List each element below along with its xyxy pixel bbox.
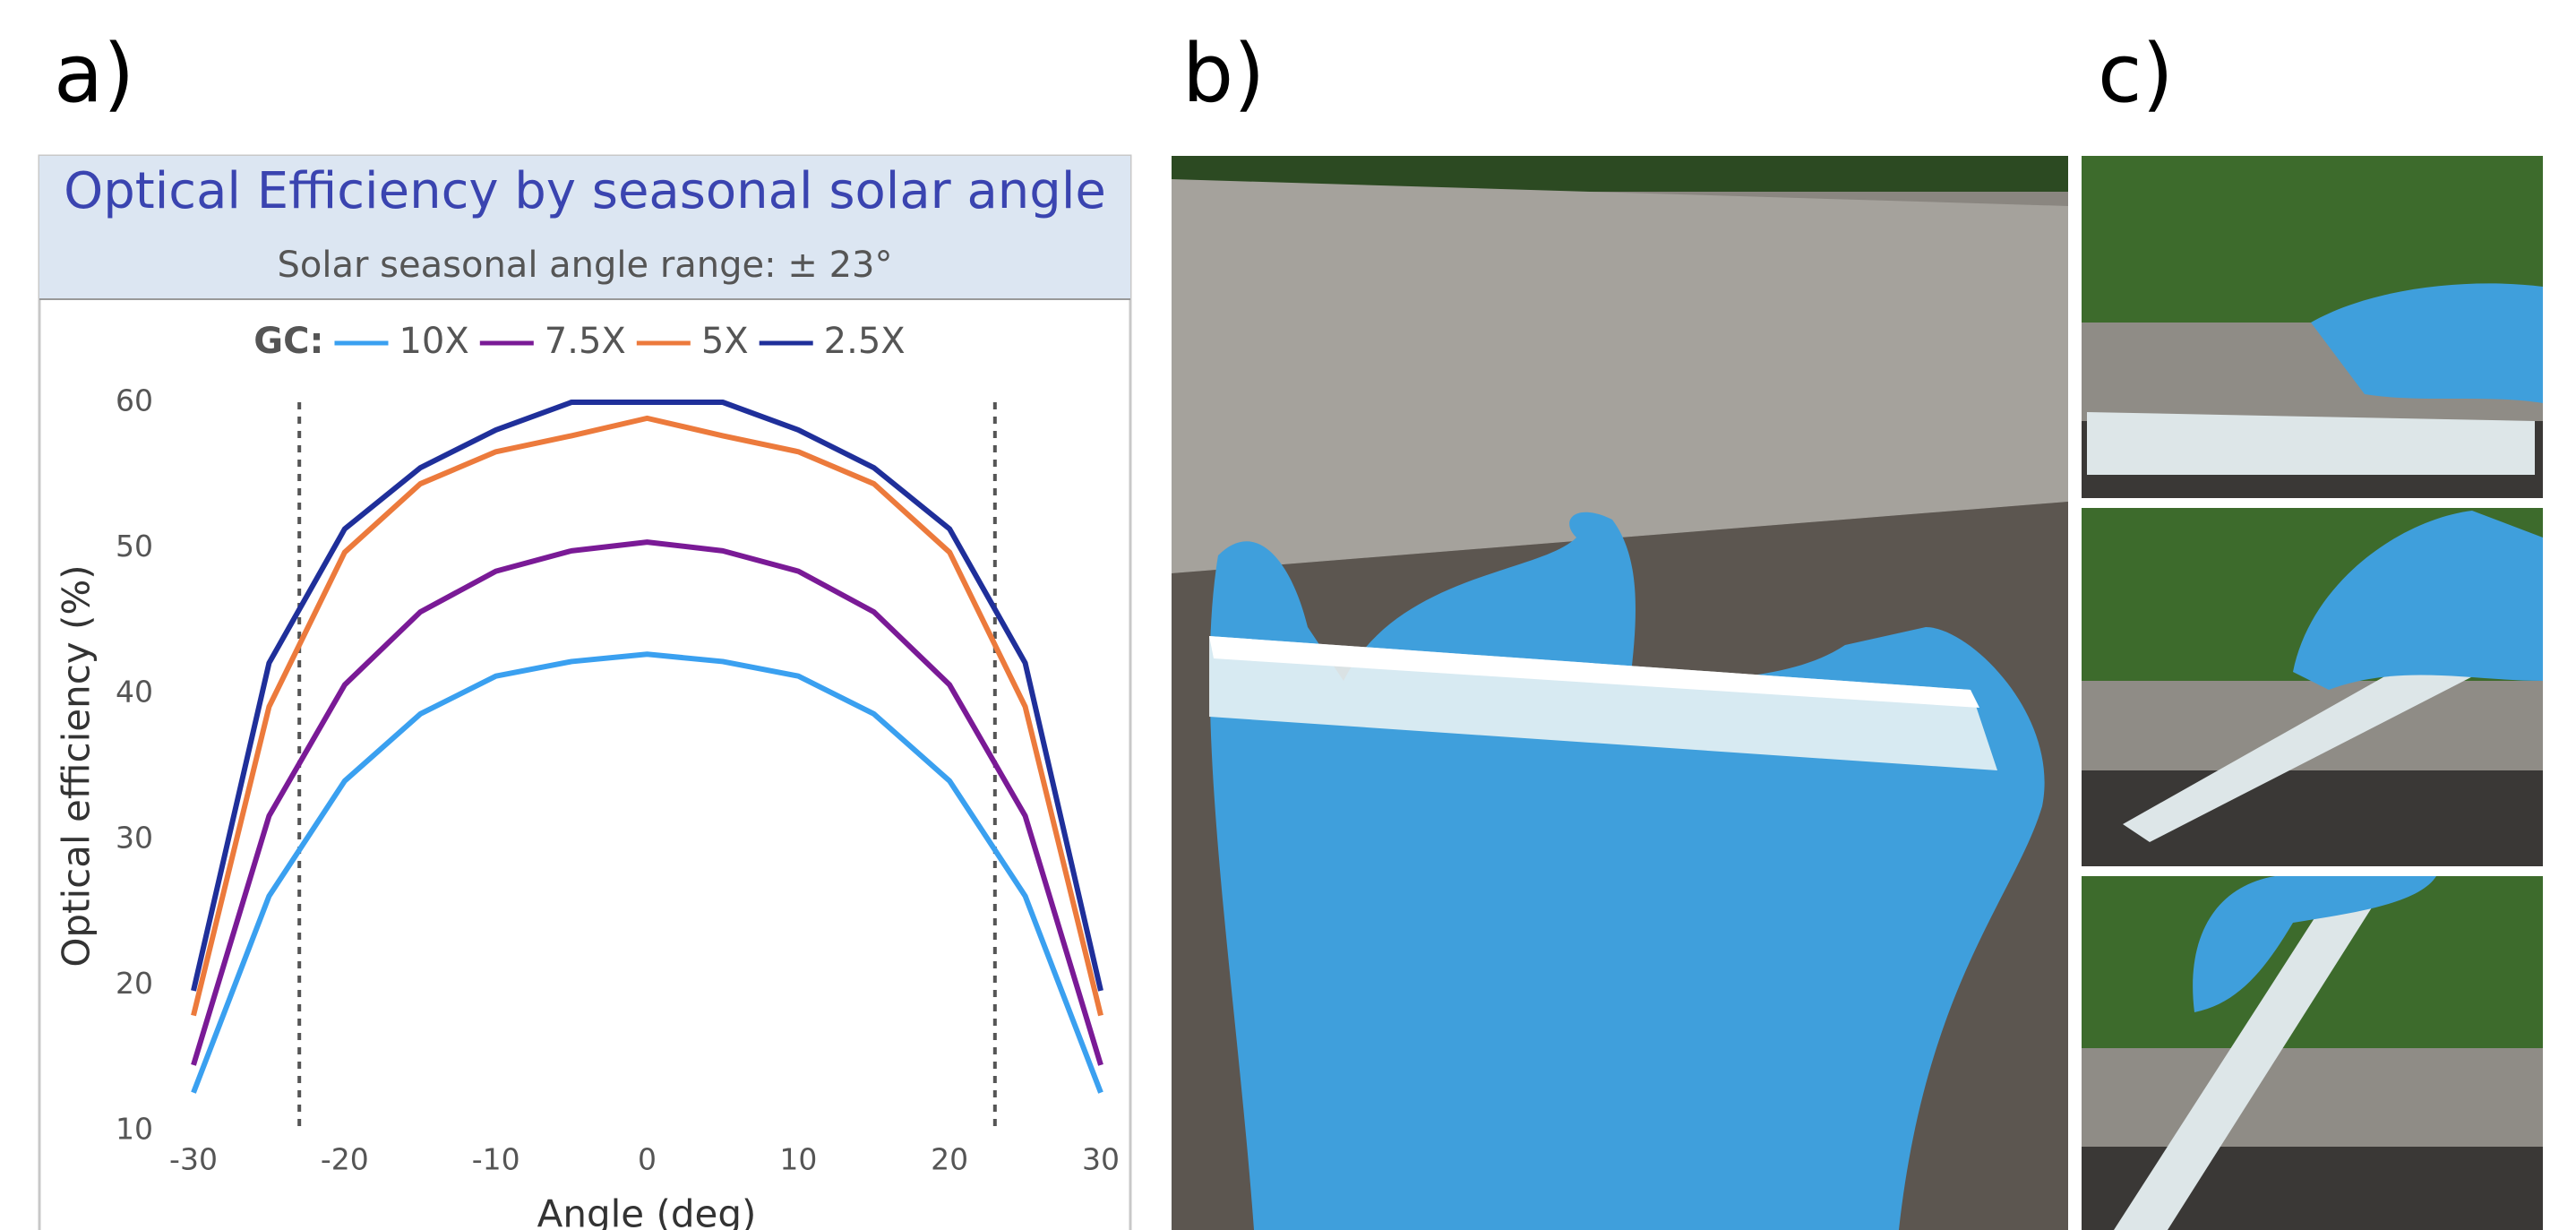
x-tick-label: 0 bbox=[638, 1142, 657, 1177]
chart-title: Optical Efficiency by seasonal solar ang… bbox=[64, 162, 1106, 220]
photo-b bbox=[1172, 156, 2068, 1230]
x-tick-label: -30 bbox=[169, 1142, 218, 1177]
plot: 10 20 30 40 50 60 -30 -20 -10 0 10 20 30 bbox=[116, 383, 1120, 1177]
y-tick-label: 20 bbox=[116, 966, 153, 1001]
series-line bbox=[191, 539, 1103, 1066]
panel-label: c) bbox=[2098, 27, 2174, 121]
y-tick-label: 30 bbox=[116, 820, 153, 855]
y-tick-label: 10 bbox=[116, 1112, 153, 1147]
series-line bbox=[191, 651, 1103, 1094]
x-tick-label: 30 bbox=[1082, 1142, 1120, 1177]
panel-label: a) bbox=[54, 27, 134, 121]
series-line bbox=[191, 415, 1103, 1017]
chart-card bbox=[38, 154, 1132, 1230]
y-tick-label: 50 bbox=[116, 529, 153, 563]
x-tick-label: 20 bbox=[931, 1142, 968, 1177]
x-tick-label: -10 bbox=[472, 1142, 520, 1177]
panel-label: b) bbox=[1182, 27, 1265, 121]
x-tick-label: 10 bbox=[779, 1142, 817, 1177]
y-tick-label: 60 bbox=[116, 383, 153, 418]
legend-title: GC: bbox=[253, 321, 323, 362]
legend: GC: 10X 7.5X 5X 2.5X bbox=[253, 321, 905, 362]
y-axis-label: Optical efficiency (%) bbox=[55, 564, 99, 967]
legend-label: 5X bbox=[701, 321, 749, 362]
legend-label: 2.5X bbox=[824, 321, 906, 362]
series-line bbox=[191, 400, 1103, 992]
legend-label: 7.5X bbox=[545, 321, 626, 362]
photo-c3 bbox=[2082, 876, 2543, 1230]
photo-c2 bbox=[2082, 508, 2543, 866]
y-tick-label: 40 bbox=[116, 675, 153, 710]
photo-c1 bbox=[2082, 156, 2543, 498]
chart-header bbox=[39, 156, 1130, 299]
chart-subtitle: Solar seasonal angle range: ± 23° bbox=[278, 245, 893, 286]
x-axis-label: Angle (deg) bbox=[537, 1192, 757, 1230]
x-tick-label: -20 bbox=[321, 1142, 369, 1177]
legend-label: 10X bbox=[399, 321, 468, 362]
